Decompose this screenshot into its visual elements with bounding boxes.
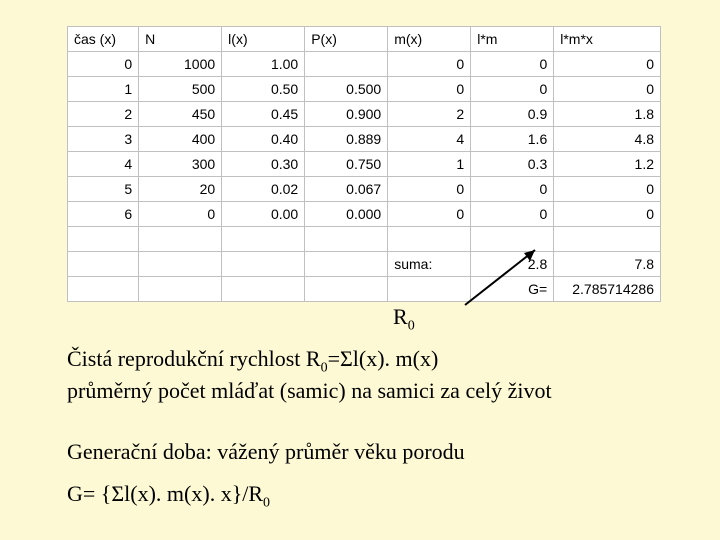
table-blank-row (68, 227, 661, 252)
suma-label: suma: (388, 252, 471, 277)
g-value: 2.785714286 (554, 277, 661, 302)
col-px: P(x) (305, 27, 388, 52)
life-table: čas (x) N l(x) P(x) m(x) l*m l*m*x 0 100… (67, 26, 661, 302)
col-lm: l*m (471, 27, 554, 52)
paragraph-g-formula: G= {Σl(x). m(x). x}/R0 (67, 480, 647, 512)
table-row: 4 300 0.30 0.750 1 0.3 1.2 (68, 152, 661, 177)
table-row: 2 450 0.45 0.900 2 0.9 1.8 (68, 102, 661, 127)
life-table-grid: čas (x) N l(x) P(x) m(x) l*m l*m*x 0 100… (67, 26, 661, 302)
g-label: G= (471, 277, 554, 302)
table-g-row: G= 2.785714286 (68, 277, 661, 302)
table-row: 5 20 0.02 0.067 0 0 0 (68, 177, 661, 202)
table-row: 0 1000 1.00 0 0 0 (68, 52, 661, 77)
col-mx: m(x) (388, 27, 471, 52)
paragraph-generation-time: Generační doba: vážený průměr věku porod… (67, 438, 647, 466)
table-suma-row: suma: 2.8 7.8 (68, 252, 661, 277)
col-n: N (139, 27, 222, 52)
suma-lmx: 7.8 (554, 252, 661, 277)
r0-annotation: R0 (393, 304, 415, 334)
table-row: 3 400 0.40 0.889 4 1.6 4.8 (68, 127, 661, 152)
col-cas: čas (x) (68, 27, 139, 52)
suma-lm: 2.8 (471, 252, 554, 277)
col-lx: l(x) (222, 27, 305, 52)
table-row: 1 500 0.50 0.500 0 0 0 (68, 77, 661, 102)
table-header-row: čas (x) N l(x) P(x) m(x) l*m l*m*x (68, 27, 661, 52)
paragraph-repro-rate: Čistá reprodukční rychlost R0=Σl(x). m(x… (67, 345, 647, 404)
table-row: 6 0 0.00 0.000 0 0 0 (68, 202, 661, 227)
col-lmx: l*m*x (554, 27, 661, 52)
